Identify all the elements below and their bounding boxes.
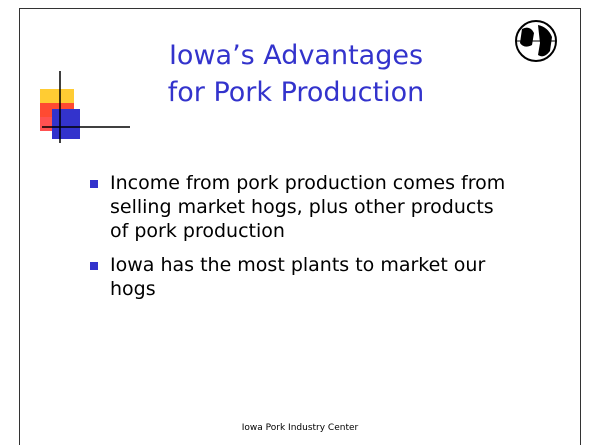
slide-title: Iowa’s Advantages for Pork Production	[116, 37, 476, 111]
footer: Iowa Pork Industry Center	[241, 423, 359, 433]
title-line: Iowa’s Advantages	[168, 40, 424, 71]
title-line: for Pork Production	[167, 77, 425, 108]
slide: Iowa’s Advantages for Pork Production In…	[19, 8, 581, 445]
decoration	[40, 71, 130, 143]
square-blue	[52, 109, 80, 139]
bullet-list: Income from pork production comes from s…	[86, 171, 506, 311]
logo	[515, 20, 557, 62]
bullet: Income from pork production comes from s…	[86, 171, 506, 243]
bullet: Iowa has the most plants to market our h…	[86, 253, 506, 301]
globe-land	[520, 25, 552, 57]
